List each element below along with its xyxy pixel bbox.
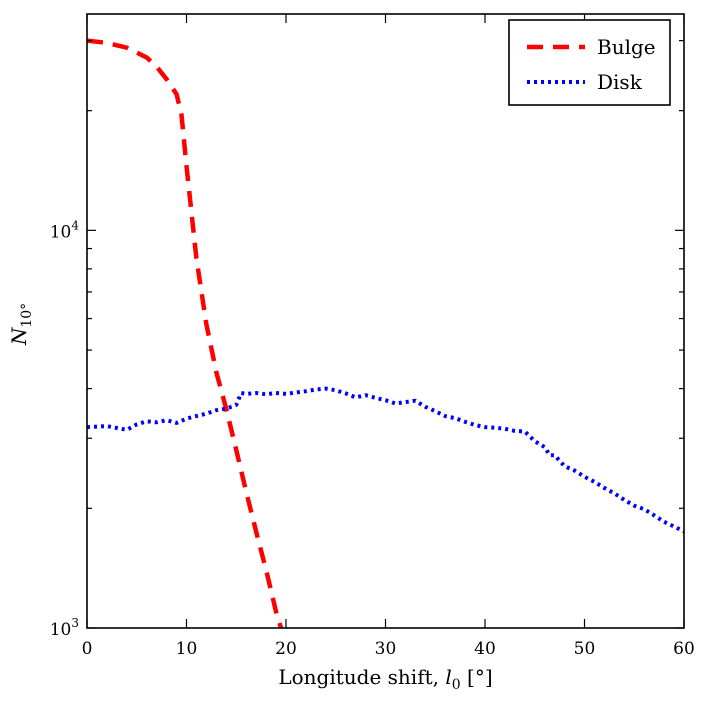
x-tick-label: 50 [574, 639, 596, 659]
plot-frame [86, 13, 685, 629]
x-axis-label-prefix: Longitude shift, [278, 665, 445, 689]
legend-label-bulge: Bulge [597, 35, 656, 59]
x-tick-label: 40 [474, 639, 496, 659]
y-tick-label: 104 [50, 218, 80, 242]
plot-area [87, 38, 684, 628]
axis-ticks [86, 14, 685, 629]
x-axis-label-sub: 0 [452, 677, 461, 693]
x-tick-label: 30 [375, 639, 397, 659]
legend-box [508, 19, 671, 106]
legend: Bulge Disk [508, 19, 671, 106]
y-axis-label: N10° [7, 303, 35, 346]
x-axis-label-var: l [445, 665, 451, 689]
series-line-disk [87, 386, 684, 534]
y-axis-label-sub: 10° [19, 303, 35, 328]
x-axis-label: Longitude shift, l0 [°] [278, 665, 492, 693]
x-tick-label: 0 [82, 639, 93, 659]
x-tick-label: 10 [176, 639, 198, 659]
legend-label-disk: Disk [597, 70, 643, 94]
x-tick-label: 60 [673, 639, 695, 659]
axis-tick-labels: 0 10 20 30 40 50 60 103 104 [50, 218, 695, 659]
x-tick-label: 20 [275, 639, 297, 659]
x-axis-label-suffix: [°] [461, 665, 493, 689]
y-axis-label-var: N [7, 326, 31, 346]
series-line-bulge [87, 38, 284, 628]
y-tick-label: 103 [50, 616, 79, 640]
